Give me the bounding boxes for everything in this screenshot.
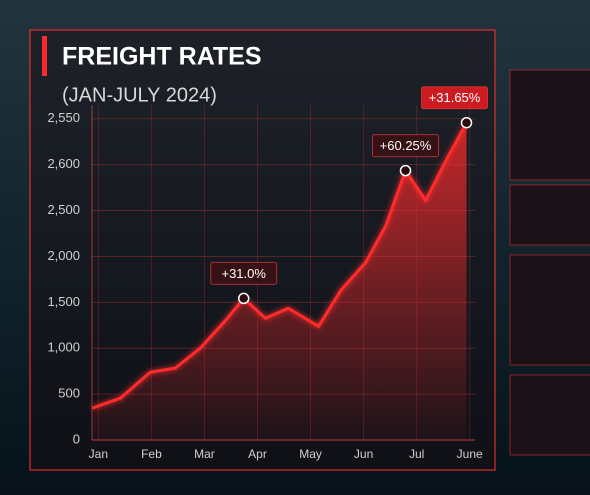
y-tick-label: 0	[73, 431, 80, 446]
x-tick-label: Feb	[141, 447, 162, 461]
annotation-label: +31.65%	[429, 90, 481, 105]
x-tick-label: Jun	[354, 447, 373, 461]
y-tick-label: 2,500	[47, 202, 80, 217]
annotation-marker	[401, 166, 411, 176]
title-accent	[42, 36, 47, 76]
y-tick-label: 2,600	[47, 156, 80, 171]
chart: FREIGHT RATES (JAN-JULY 2024) 0 500 1,000 1…	[0, 0, 590, 495]
chart-title: FREIGHT RATES	[62, 43, 262, 71]
x-tick-label: Jul	[409, 447, 424, 461]
y-tick-label: 1,000	[47, 340, 80, 355]
annotation-marker	[239, 293, 249, 303]
side-panel	[510, 255, 590, 365]
y-tick-label: 2,550	[47, 110, 80, 125]
x-tick-label: Jan	[89, 447, 108, 461]
x-tick-label: Mar	[194, 447, 215, 461]
side-panel	[510, 375, 590, 455]
x-tick-label: Apr	[248, 447, 267, 461]
annotation-label: +31.0%	[221, 266, 266, 281]
side-panel	[510, 70, 590, 180]
y-tick-label: 500	[58, 386, 80, 401]
y-tick-label: 2,000	[47, 248, 80, 263]
side-panel	[510, 185, 590, 245]
annotation-marker	[462, 118, 472, 128]
chart-subtitle: (JAN-JULY 2024)	[62, 84, 217, 106]
x-tick-label: May	[299, 447, 322, 461]
x-tick-label: June	[457, 447, 483, 461]
y-tick-label: 1,500	[47, 294, 80, 309]
annotation-label: +60.25%	[380, 138, 432, 153]
